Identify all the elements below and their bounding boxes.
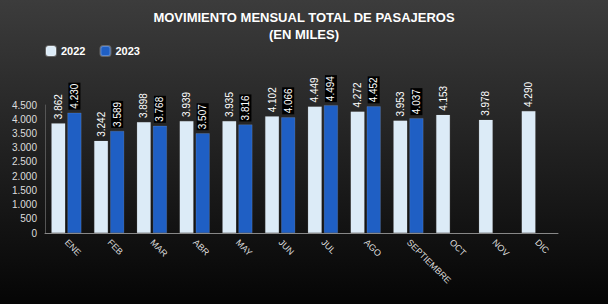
- svg-text:MOVIMIENTO MENSUAL TOTAL DE PA: MOVIMIENTO MENSUAL TOTAL DE PASAJEROS: [153, 10, 455, 25]
- svg-text:1.500: 1.500: [12, 185, 37, 196]
- svg-text:2022: 2022: [61, 45, 85, 57]
- svg-text:2.000: 2.000: [12, 171, 37, 182]
- svg-text:3.953: 3.953: [395, 91, 406, 116]
- svg-text:4.037: 4.037: [411, 89, 422, 114]
- svg-text:4.494: 4.494: [325, 76, 336, 101]
- svg-text:4.066: 4.066: [283, 88, 294, 113]
- svg-text:3.978: 3.978: [480, 90, 491, 115]
- svg-text:OCT: OCT: [448, 237, 469, 258]
- svg-text:DIC: DIC: [533, 237, 551, 255]
- svg-text:2023: 2023: [115, 45, 139, 57]
- svg-text:4.500: 4.500: [12, 100, 37, 111]
- svg-text:3.242: 3.242: [96, 111, 107, 136]
- svg-text:3.507: 3.507: [197, 104, 208, 129]
- svg-text:AGO: AGO: [362, 237, 383, 258]
- svg-text:ABR: ABR: [191, 237, 211, 257]
- svg-text:1.000: 1.000: [12, 199, 37, 210]
- svg-text:500: 500: [20, 213, 37, 224]
- svg-text:NOV: NOV: [490, 237, 511, 258]
- svg-text:(EN MILES): (EN MILES): [269, 27, 339, 42]
- svg-text:4.272: 4.272: [352, 82, 363, 107]
- svg-text:3.935: 3.935: [224, 92, 235, 117]
- svg-text:4.452: 4.452: [368, 77, 379, 102]
- svg-text:4.449: 4.449: [309, 77, 320, 102]
- svg-text:4.290: 4.290: [523, 82, 534, 107]
- svg-text:4.102: 4.102: [267, 87, 278, 112]
- svg-text:3.898: 3.898: [138, 93, 149, 118]
- svg-text:3.000: 3.000: [12, 142, 37, 153]
- svg-text:0: 0: [31, 228, 37, 239]
- svg-text:3.500: 3.500: [12, 128, 37, 139]
- svg-text:MAY: MAY: [234, 237, 254, 257]
- svg-text:JUL: JUL: [319, 237, 337, 255]
- svg-text:3.862: 3.862: [53, 94, 64, 119]
- svg-text:3.939: 3.939: [181, 91, 192, 116]
- svg-text:3.589: 3.589: [112, 101, 123, 126]
- svg-text:3.816: 3.816: [240, 95, 251, 120]
- svg-text:FEB: FEB: [106, 237, 125, 256]
- svg-text:SEPTIEMBRE: SEPTIEMBRE: [405, 237, 453, 285]
- svg-text:4.153: 4.153: [438, 85, 449, 110]
- svg-text:4.000: 4.000: [12, 114, 37, 125]
- svg-text:2.500: 2.500: [12, 156, 37, 167]
- svg-text:JUN: JUN: [277, 237, 296, 256]
- svg-text:3.768: 3.768: [154, 96, 165, 121]
- svg-text:MAR: MAR: [148, 237, 170, 259]
- svg-text:ENE: ENE: [63, 237, 83, 257]
- svg-text:4.230: 4.230: [69, 83, 80, 108]
